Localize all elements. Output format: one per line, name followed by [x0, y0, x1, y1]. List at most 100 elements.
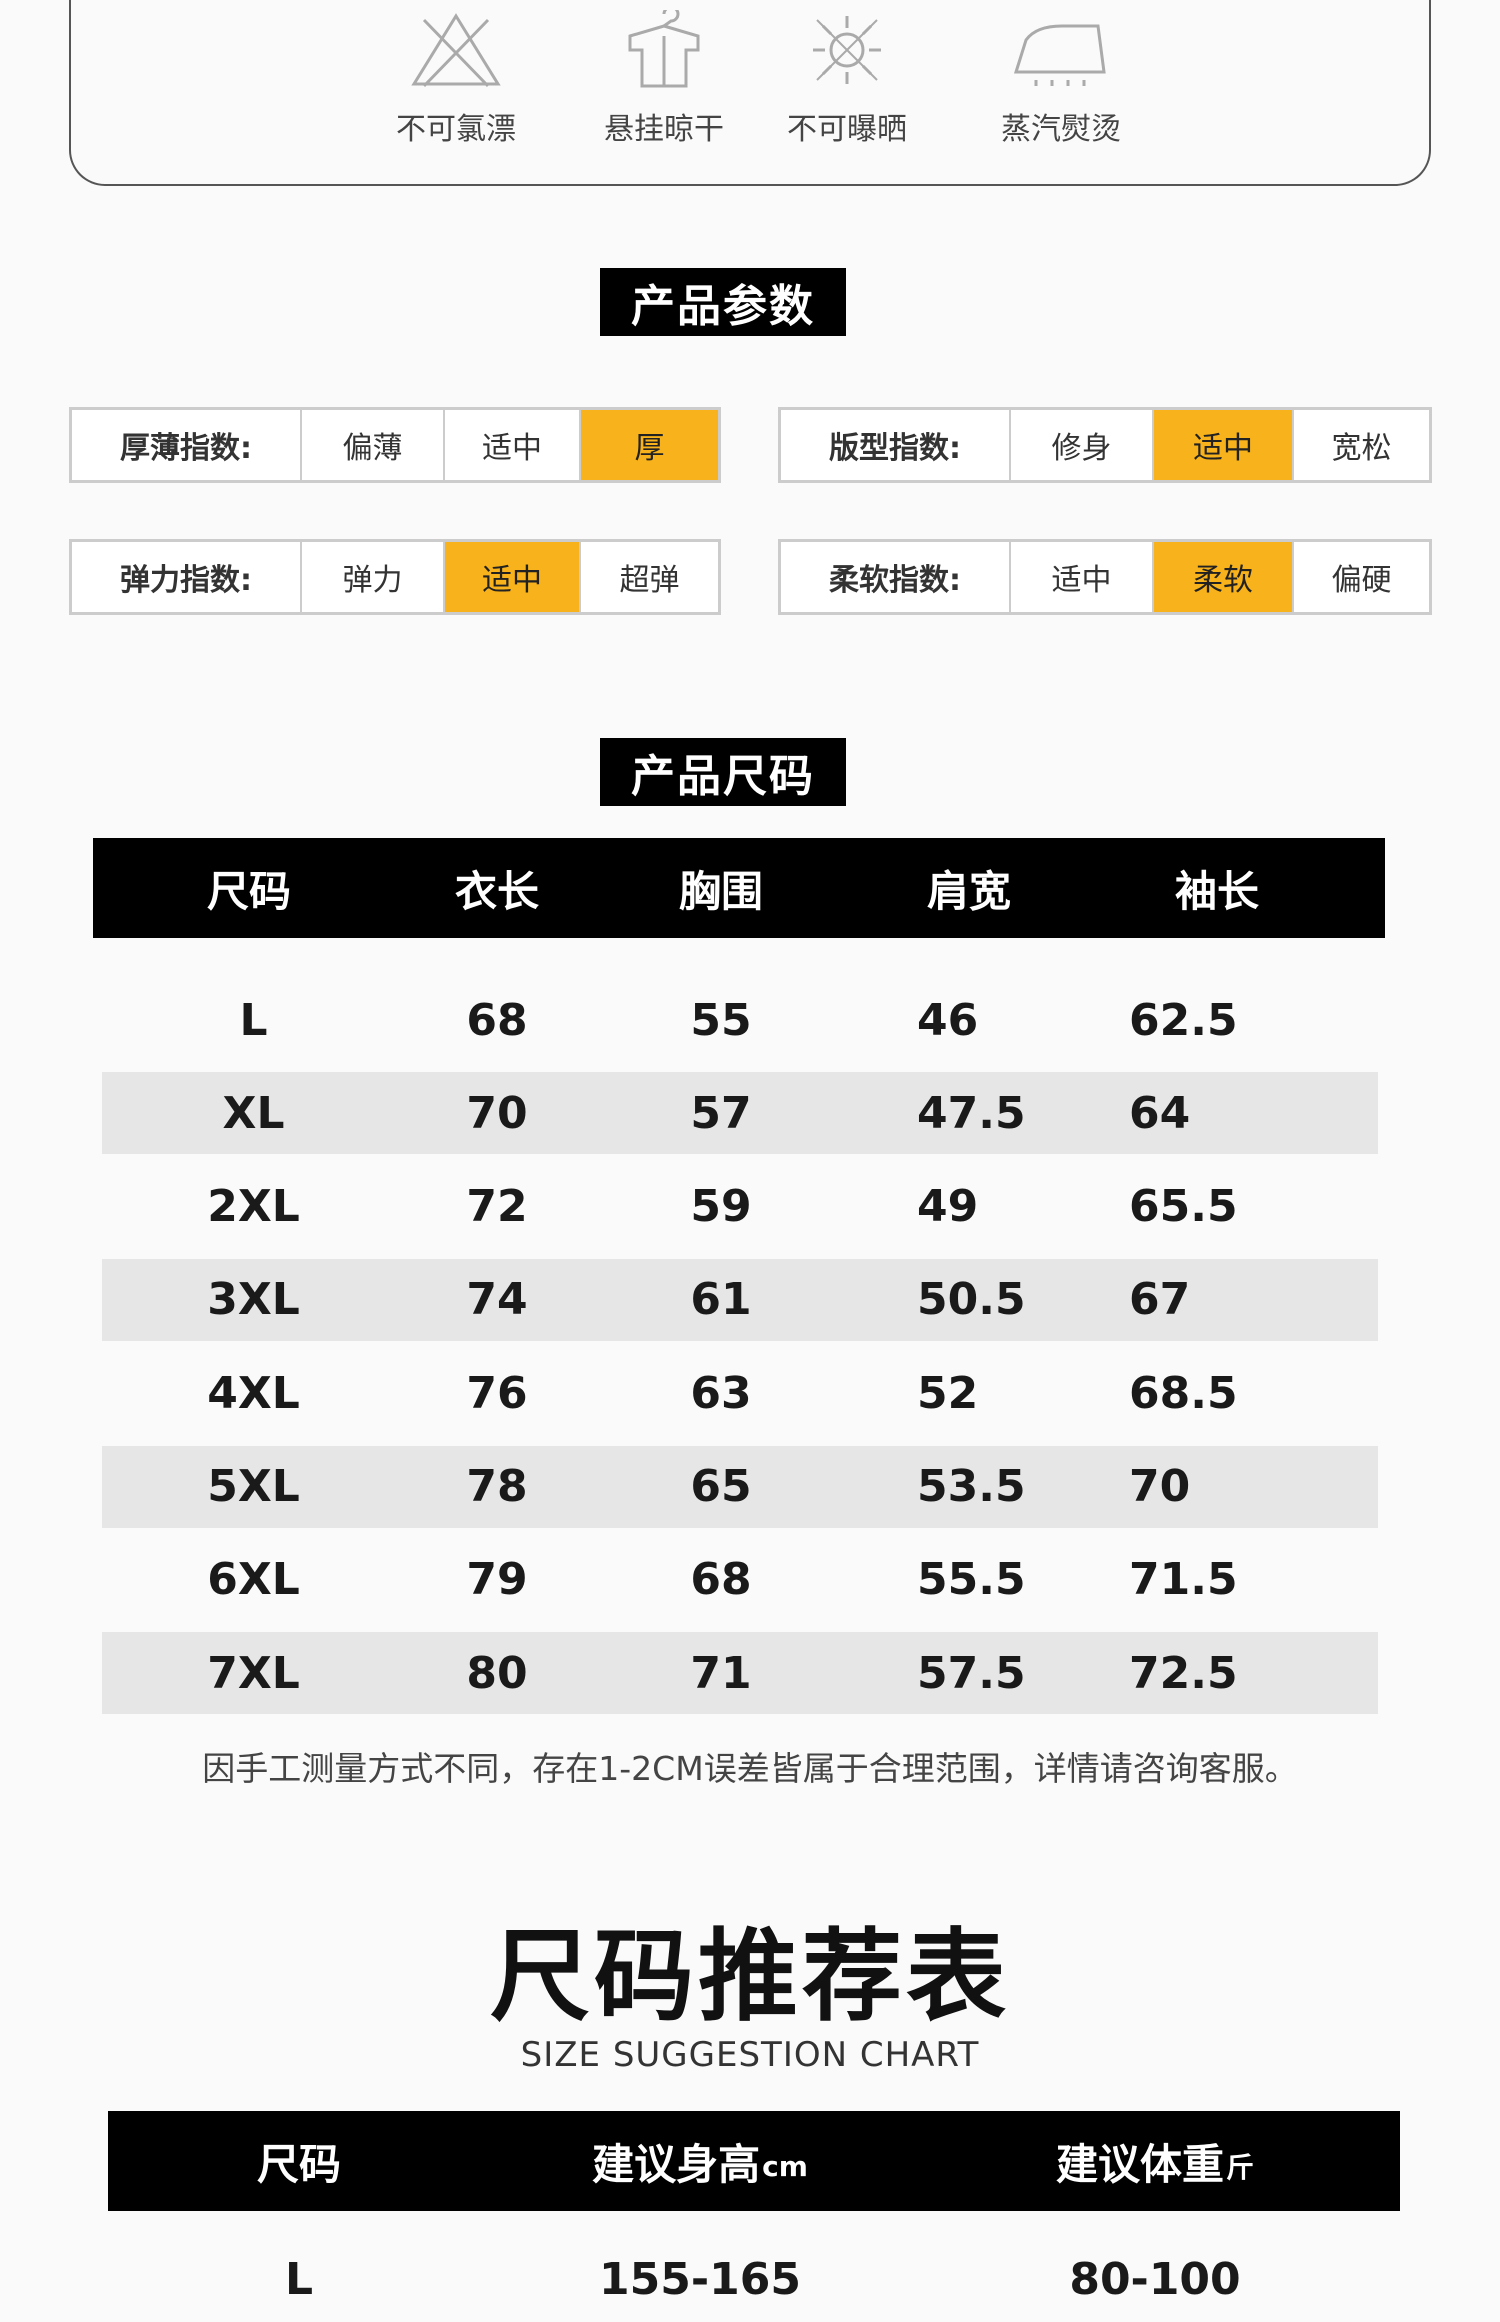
size-cell: 46	[917, 994, 979, 1046]
suggestion-title: 尺码推荐表	[490, 1918, 1010, 2035]
size-cell: 63	[690, 1367, 752, 1419]
size-cell: 57.5	[917, 1647, 1026, 1699]
care-label: 蒸汽熨烫	[1001, 112, 1121, 147]
column-header-unit: 斤	[1226, 2151, 1255, 2184]
size-heading: 产品尺码	[600, 738, 846, 806]
no-sun-icon	[813, 16, 881, 84]
params-heading: 产品参数	[600, 268, 846, 336]
param-option: 修身	[1009, 410, 1152, 480]
param-key: 厚薄指数:	[120, 431, 252, 466]
size-row: 4XL 76 63 52 68.5	[102, 1352, 1378, 1434]
size-cell: 68	[466, 994, 528, 1046]
care-label: 不可曝晒	[787, 112, 907, 147]
size-row: L 68 55 46 62.5	[102, 979, 1378, 1061]
size-cell: 70	[466, 1087, 528, 1139]
size-cell: 59	[690, 1181, 752, 1233]
size-cell: 65.5	[1129, 1181, 1238, 1233]
param-row-fit: 版型指数: 修身 适中 宽松	[778, 407, 1432, 483]
size-cell: 50.5	[917, 1274, 1026, 1326]
size-cell: 68.5	[1129, 1367, 1238, 1419]
care-item-no-sun: 不可曝晒	[777, 10, 917, 148]
size-cell: 76	[466, 1367, 528, 1419]
size-cell: 2XL	[207, 1181, 300, 1233]
column-header: 袖长	[1174, 866, 1259, 916]
param-row-softness: 柔软指数: 适中 柔软 偏硬	[778, 539, 1432, 615]
suggestion-row: L 155-165 80-100	[108, 2236, 1400, 2322]
size-cell: 74	[466, 1274, 528, 1326]
param-option: 偏硬	[1292, 542, 1429, 612]
suggestion-table-header: 尺码 建议身高 cm 建议体重斤	[108, 2111, 1400, 2211]
care-label: 不可氯漂	[396, 112, 516, 147]
suggestion-cell: L	[284, 2253, 314, 2305]
measurement-note: 因手工测量方式不同，存在1-2CM误差皆属于合理范围，详情请咨询客服。	[202, 1749, 1298, 1788]
size-cell: 55.5	[917, 1554, 1026, 1606]
size-cell: 65	[690, 1461, 752, 1512]
column-header-weight: 建议体重斤	[910, 2111, 1400, 2211]
size-cell: 70	[1129, 1461, 1191, 1512]
size-table-header: 尺码 衣长 胸围 肩宽 袖长	[93, 838, 1385, 938]
care-item-hang-dry: 悬挂晾干	[594, 10, 734, 148]
steam-iron-icon	[1013, 24, 1106, 86]
size-cell: 71.5	[1129, 1554, 1238, 1606]
size-row: 5XL 78 65 53.5 70	[102, 1445, 1378, 1528]
suggestion-subtitle: SIZE SUGGESTION CHART	[520, 2035, 980, 2075]
column-header-label: 建议身高	[592, 2139, 761, 2189]
hang-dry-icon	[628, 10, 700, 88]
size-cell: 68	[690, 1554, 752, 1606]
size-cell: 78	[466, 1461, 528, 1512]
care-item-steam-iron: 蒸汽熨烫	[991, 10, 1131, 148]
no-bleach-icon	[411, 13, 501, 88]
size-cell: 62.5	[1129, 994, 1238, 1046]
size-cell: 49	[917, 1181, 979, 1233]
size-cell: 6XL	[207, 1554, 300, 1606]
size-cell: 72	[466, 1181, 528, 1233]
size-cell: 80	[466, 1647, 528, 1699]
size-cell: 64	[1129, 1087, 1191, 1139]
size-cell: 53.5	[917, 1461, 1026, 1512]
size-cell: 3XL	[207, 1274, 300, 1326]
param-row-thickness: 厚薄指数: 偏薄 适中 厚	[69, 407, 721, 483]
size-row: 2XL 72 59 49 65.5	[102, 1166, 1378, 1248]
column-header: 胸围	[678, 866, 763, 916]
param-option: 超弹	[579, 542, 718, 612]
size-row: 6XL 79 68 55.5 71.5	[102, 1539, 1378, 1621]
size-row: XL 70 57 47.5 64	[102, 1072, 1378, 1155]
column-header-label: 建议体重	[1055, 2139, 1224, 2189]
suggestion-cell: 155-165	[599, 2253, 801, 2305]
size-cell: 52	[917, 1367, 979, 1419]
size-cell: 57	[690, 1087, 752, 1139]
param-option: 适中	[443, 410, 579, 480]
param-option-selected: 适中	[1152, 410, 1292, 480]
param-option: 弹力	[300, 542, 443, 612]
column-header-height: 建议身高 cm	[490, 2111, 910, 2211]
size-cell: 67	[1129, 1274, 1191, 1326]
size-cell: 71	[690, 1647, 752, 1699]
care-label: 悬挂晾干	[604, 112, 724, 147]
care-item-no-bleach: 不可氯漂	[386, 10, 526, 148]
param-option-selected: 适中	[443, 542, 579, 612]
suggestion-cell: 80-100	[1069, 2253, 1241, 2305]
size-cell: 79	[466, 1554, 528, 1606]
size-row: 7XL 80 71 57.5 72.5	[102, 1632, 1378, 1715]
size-cell: 5XL	[207, 1461, 300, 1512]
column-header: 尺码	[206, 866, 291, 916]
param-option-selected: 厚	[579, 410, 718, 480]
size-cell: 55	[690, 994, 752, 1046]
size-cell: XL	[222, 1087, 285, 1139]
size-cell: 7XL	[207, 1647, 300, 1699]
param-option: 宽松	[1292, 410, 1429, 480]
param-option: 偏薄	[300, 410, 443, 480]
size-cell: 4XL	[207, 1367, 300, 1419]
size-cell: L	[239, 994, 268, 1046]
size-cell: 61	[690, 1274, 752, 1326]
size-cell: 47.5	[917, 1087, 1026, 1139]
param-option-selected: 柔软	[1152, 542, 1292, 612]
size-cell: 72.5	[1129, 1647, 1238, 1699]
column-header-unit: cm	[762, 2149, 808, 2183]
size-row: 3XL 74 61 50.5 67	[102, 1258, 1378, 1341]
param-key: 版型指数:	[829, 431, 961, 466]
column-header: 尺码	[256, 2139, 341, 2189]
column-header: 衣长	[454, 866, 539, 916]
param-row-elasticity: 弹力指数: 弹力 适中 超弹	[69, 539, 721, 615]
column-header: 肩宽	[926, 866, 1011, 916]
